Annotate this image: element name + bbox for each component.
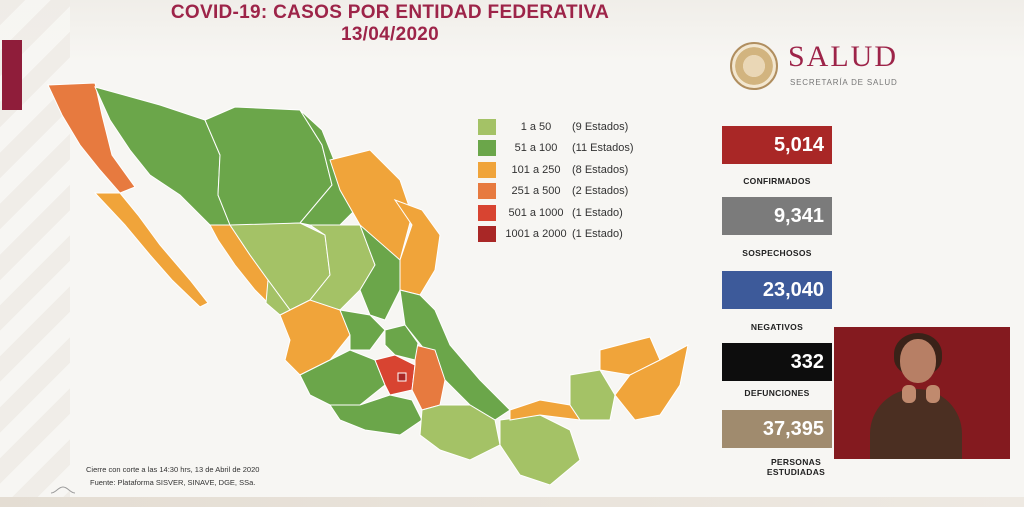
legend-count: (1 Estado) <box>572 228 623 241</box>
legend-item: 1001 a 2000 (1 Estado) <box>478 224 678 246</box>
state-hidalgo <box>384 324 419 361</box>
legend-swatch <box>478 204 496 221</box>
state-guanajuato <box>339 309 386 351</box>
suspected-count: 9,341 <box>722 197 832 235</box>
legend-count: (2 Estados) <box>572 185 629 198</box>
legend-swatch <box>478 140 496 157</box>
accent-bar <box>2 40 22 110</box>
legend-range: 1 a 50 <box>520 120 552 133</box>
state-mexico <box>374 354 416 396</box>
legend-range: 51 a 100 <box>514 142 558 155</box>
interpreter-hand <box>902 385 916 403</box>
legend-swatch <box>478 226 496 243</box>
state-baja-california-sur <box>93 192 209 308</box>
legend-range: 501 a 1000 <box>508 206 564 219</box>
interpreter-hand <box>926 385 940 403</box>
legend-count: (11 Estados) <box>572 142 634 155</box>
title-line-1: COVID-19: CASOS POR ENTIDAD FEDERATIVA <box>170 2 610 23</box>
state-cdmx <box>397 372 407 382</box>
header-pattern <box>0 0 1024 60</box>
page-title: COVID-19: CASOS POR ENTIDAD FEDERATIVA 1… <box>150 2 630 46</box>
state-chiapas <box>499 414 581 485</box>
legend-count: (8 Estados) <box>572 163 629 176</box>
state-baja-california <box>47 82 136 194</box>
confirmed-label: CONFIRMADOS <box>743 176 811 186</box>
salud-logo: SALUD SECRETARÍA DE SALUD <box>730 40 930 95</box>
legend-item: 251 a 500 (2 Estados) <box>478 181 678 203</box>
interpreter-face <box>900 339 936 383</box>
sign-language-interpreter-video <box>834 327 1010 459</box>
deaths-label: DEFUNCIONES <box>744 388 810 398</box>
legend-count: (9 Estados) <box>572 120 629 133</box>
legend-range: 101 a 250 <box>511 163 561 176</box>
state-quintana-roo <box>614 344 689 421</box>
legend-swatch <box>478 118 496 135</box>
negative-count: 23,040 <box>722 271 832 309</box>
state-campeche <box>569 369 616 421</box>
legend-item: 1 a 50 (9 Estados) <box>478 116 678 138</box>
legend-count: (1 Estado) <box>572 206 623 219</box>
legend-swatch <box>478 183 496 200</box>
legend-item: 51 a 100 (11 Estados) <box>478 138 678 160</box>
interpreter-body <box>870 389 962 459</box>
mexico-map <box>47 82 689 485</box>
footnote-source: Fuente: Plataforma SISVER, SINAVE, DGE, … <box>90 478 256 487</box>
footnote-cutoff: Cierre con corte a las 14:30 hrs, 13 de … <box>86 465 260 474</box>
state-veracruz <box>399 289 511 421</box>
legend-item: 501 a 1000 (1 Estado) <box>478 202 678 224</box>
map-legend: 1 a 50 (9 Estados) 51 a 100 (11 Estados)… <box>478 116 678 245</box>
curve-icon <box>50 486 76 494</box>
title-date: 13/04/2020 <box>340 24 440 45</box>
logo-word: SALUD <box>788 40 899 73</box>
legend-swatch <box>478 161 496 178</box>
logo-subtitle: SECRETARÍA DE SALUD <box>790 78 898 87</box>
studied-count: 37,395 <box>722 410 832 448</box>
legend-range: 251 a 500 <box>511 185 561 198</box>
state-nayarit <box>265 278 291 316</box>
studied-label-2: ESTUDIADAS <box>766 467 826 477</box>
state-san-luis-potosi <box>359 224 401 321</box>
suspected-label: SOSPECHOSOS <box>742 248 812 258</box>
negative-label: NEGATIVOS <box>750 322 804 332</box>
deaths-count: 332 <box>722 343 832 381</box>
legend-range: 1001 a 2000 <box>505 228 567 241</box>
confirmed-count: 5,014 <box>722 126 832 164</box>
studied-label-1: PERSONAS <box>770 457 822 467</box>
coat-of-arms-icon <box>730 42 778 90</box>
legend-item: 101 a 250 (8 Estados) <box>478 159 678 181</box>
bottom-strip <box>0 497 1024 507</box>
